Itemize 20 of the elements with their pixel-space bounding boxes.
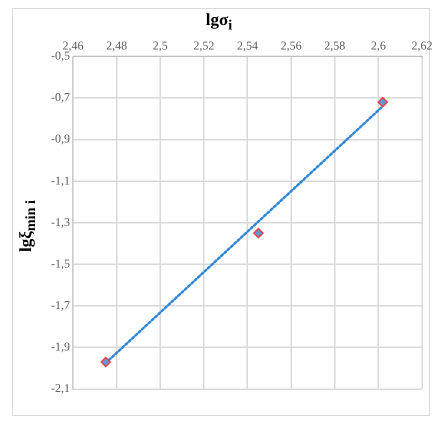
point [100, 356, 111, 368]
y-tick-label: -1,9 [50, 340, 70, 354]
y-tick-label: -1,3 [50, 214, 70, 229]
x-tick-label: 2,56 [280, 38, 302, 52]
y-tick-label: -2,1 [50, 381, 70, 396]
x-axis-title: lgσ$_{i}$ [204, 10, 234, 34]
x-tick-label: 2,6 [370, 38, 386, 52]
x-tick-label: 2,5 [152, 38, 168, 52]
x-tick-label: 2,58 [324, 38, 346, 52]
y-tick-label: -1,1 [50, 173, 70, 188]
y-tick-label: -1,7 [50, 298, 70, 312]
x-tick-label: 2,52 [193, 38, 214, 52]
y-tick-label: -1,5 [50, 256, 70, 270]
x-tick-label: 2,62 [412, 38, 432, 52]
point [377, 96, 388, 108]
y-tick-label: -0,9 [50, 132, 70, 146]
x-tick-label: 2,54 [237, 38, 258, 52]
y-tick-label: -0,7 [50, 90, 70, 104]
x-tick-label: 2,48 [106, 38, 128, 52]
point [253, 228, 264, 238]
